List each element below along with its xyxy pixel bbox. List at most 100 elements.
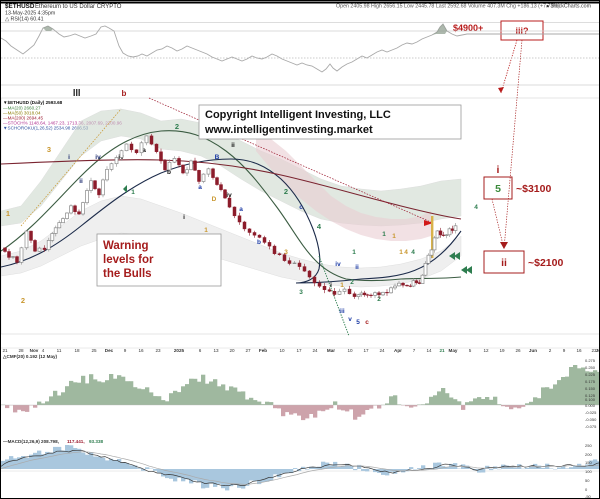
svg-text:Apr: Apr [394, 348, 402, 353]
svg-text:~$3100: ~$3100 [516, 183, 551, 195]
svg-text:16: 16 [576, 348, 582, 353]
svg-text:23: 23 [155, 348, 161, 353]
svg-text:1: 1 [352, 249, 356, 256]
svg-text:12: 12 [483, 348, 489, 353]
svg-text:Ethereum to US Dollar CRYPTO: Ethereum to US Dollar CRYPTO [35, 4, 122, 10]
svg-text:5: 5 [356, 319, 360, 326]
svg-text:v: v [348, 316, 352, 323]
svg-text:b: b [122, 89, 127, 98]
svg-text:17: 17 [363, 348, 369, 353]
svg-text:Dec: Dec [105, 348, 114, 353]
svg-text:2: 2 [175, 122, 179, 131]
svg-text:~$2100: ~$2100 [528, 257, 563, 269]
svg-text:0.250: 0.250 [585, 365, 596, 370]
svg-text:4: 4 [474, 204, 478, 211]
svg-text:150: 150 [585, 460, 592, 465]
svg-text:ii: ii [501, 257, 507, 269]
svg-text:levels for: levels for [103, 254, 154, 266]
svg-text:i: i [183, 214, 185, 221]
svg-text:c: c [365, 319, 369, 326]
svg-text:0.000: 0.000 [585, 403, 596, 408]
svg-text:4: 4 [404, 249, 408, 256]
svg-text:iii: iii [339, 308, 345, 315]
svg-text:50: 50 [585, 478, 590, 483]
svg-text:1: 1 [382, 231, 386, 238]
svg-text:4: 4 [411, 249, 415, 256]
svg-text:200: 200 [585, 452, 592, 457]
svg-text:the Bulls: the Bulls [103, 268, 152, 280]
svg-text:0.100: 0.100 [585, 397, 596, 402]
svg-text:24: 24 [312, 348, 318, 353]
svg-text:5: 5 [495, 183, 501, 195]
svg-text:2: 2 [350, 279, 354, 286]
svg-text:-0.075: -0.075 [585, 424, 597, 429]
svg-text:18: 18 [74, 348, 80, 353]
svg-text:21: 21 [439, 348, 445, 353]
svg-text:Warning: Warning [103, 240, 149, 252]
svg-text:11: 11 [57, 348, 62, 353]
svg-text:3: 3 [47, 145, 51, 154]
svg-text:24: 24 [379, 348, 385, 353]
svg-text:16: 16 [138, 348, 144, 353]
svg-text:27: 27 [245, 348, 251, 353]
svg-text:19: 19 [499, 348, 505, 353]
svg-text:10: 10 [347, 348, 353, 353]
svg-text:▼$ETHUSD (Daily) 2593.68: ▼$ETHUSD (Daily) 2593.68 [3, 100, 63, 105]
svg-text:a: a [198, 184, 202, 191]
svg-text:ii: ii [355, 264, 359, 271]
svg-text:117.441,: 117.441, [67, 439, 85, 444]
svg-text:1: 1 [340, 282, 344, 289]
svg-text:B: B [215, 154, 220, 161]
svg-text:Mar: Mar [327, 348, 335, 353]
svg-text:13: 13 [213, 348, 219, 353]
svg-text:Nov: Nov [30, 348, 39, 353]
svg-text:100: 100 [585, 469, 592, 474]
svg-text:3: 3 [299, 289, 303, 296]
svg-text:2: 2 [284, 187, 288, 196]
svg-text:1: 1 [204, 227, 208, 234]
svg-text:4: 4 [42, 348, 45, 353]
svg-text:9: 9 [563, 348, 566, 353]
svg-text:-0.025: -0.025 [585, 410, 597, 415]
svg-text:Copyright Intelligent Investin: Copyright Intelligent Investing, LLC [205, 109, 391, 121]
svg-text:1: 1 [399, 249, 403, 256]
svg-text:i: i [497, 164, 500, 176]
svg-text:25: 25 [91, 348, 97, 353]
svg-text:0.225: 0.225 [585, 372, 596, 377]
svg-text:i: i [330, 282, 332, 289]
svg-text:May: May [449, 348, 458, 353]
svg-text:20: 20 [229, 348, 235, 353]
svg-text:Jun: Jun [529, 348, 537, 353]
svg-text:iv: iv [95, 154, 101, 161]
svg-text:1: 1 [6, 209, 10, 218]
svg-text:● StockCharts.com: ● StockCharts.com [546, 4, 592, 10]
svg-text:-0.050: -0.050 [585, 417, 597, 422]
svg-text:△ RSI(14) 60.41: △ RSI(14) 60.41 [5, 17, 44, 23]
svg-text:17: 17 [296, 348, 302, 353]
svg-text:www.intelligentinvesting.marke: www.intelligentinvesting.market [204, 124, 373, 136]
svg-text:14: 14 [426, 348, 432, 353]
svg-text:2: 2 [549, 348, 552, 353]
svg-text:2025: 2025 [174, 348, 185, 353]
svg-text:28: 28 [18, 348, 24, 353]
svg-text:iv: iv [335, 261, 341, 268]
svg-text:2: 2 [21, 296, 25, 305]
svg-text:21: 21 [2, 348, 8, 353]
svg-text:0.175: 0.175 [585, 379, 596, 384]
svg-text:$ETHUSD: $ETHUSD [5, 3, 35, 10]
svg-text:250: 250 [585, 443, 592, 448]
svg-text:D: D [212, 196, 217, 203]
svg-text:9: 9 [124, 348, 127, 353]
svg-text:0.275: 0.275 [585, 358, 596, 363]
svg-text:i: i [68, 154, 70, 161]
svg-text:7: 7 [413, 348, 416, 353]
svg-text:ii: ii [79, 178, 83, 185]
svg-text:26: 26 [515, 348, 521, 353]
svg-text:1: 1 [392, 233, 396, 240]
svg-text:0.150: 0.150 [585, 386, 596, 391]
svg-text:$4900+: $4900+ [453, 23, 483, 33]
svg-text:6: 6 [199, 348, 202, 353]
svg-text:1: 1 [131, 189, 135, 196]
svg-text:5: 5 [469, 348, 472, 353]
svg-text:10: 10 [279, 348, 285, 353]
